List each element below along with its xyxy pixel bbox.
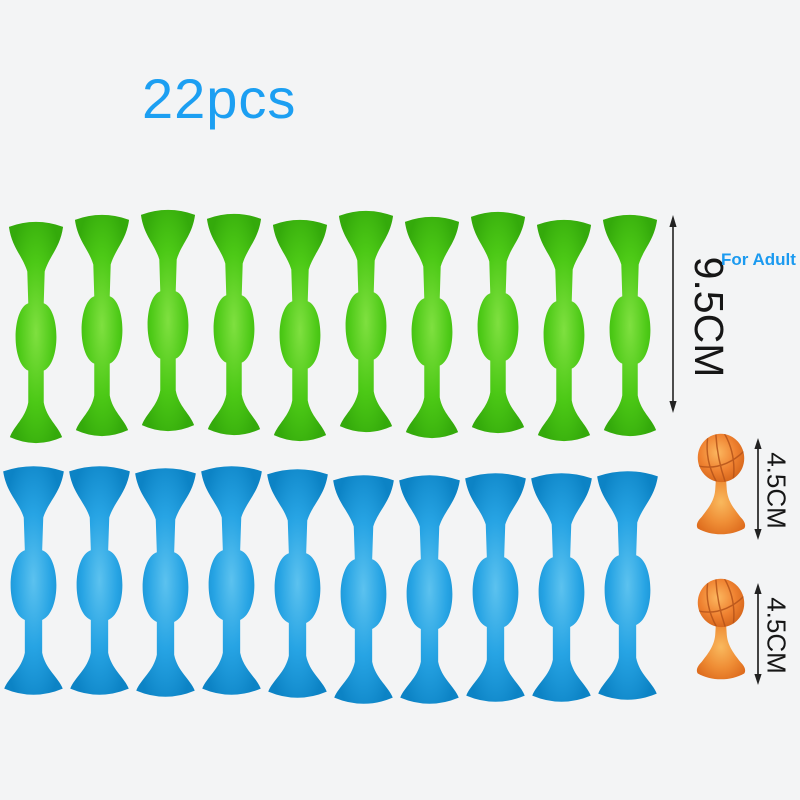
basketball-height-label: 4.5CM xyxy=(761,597,792,674)
blue-suction-dart xyxy=(529,465,594,711)
green-suction-dart xyxy=(337,203,395,441)
basketball-target xyxy=(692,576,750,684)
green-suction-dart xyxy=(139,202,197,440)
blue-suction-dart xyxy=(463,465,528,711)
blue-suction-dart xyxy=(67,458,132,704)
blue-suction-dart xyxy=(595,463,660,709)
green-suction-dart xyxy=(271,212,329,450)
green-suction-dart xyxy=(403,209,461,447)
green-suction-dart xyxy=(469,204,527,442)
blue-suction-dart xyxy=(199,458,264,704)
piece-count-label: 22pcs xyxy=(142,67,297,130)
green-suction-dart xyxy=(7,214,65,452)
height-measure-arrow-icon xyxy=(665,214,681,414)
blue-suction-dart xyxy=(1,458,66,704)
for-adult-label: For Adult xyxy=(721,250,796,269)
basketball-height-label: 4.5CM xyxy=(761,452,792,529)
green-suction-dart xyxy=(535,212,593,450)
green-suction-dart xyxy=(601,207,659,445)
basketball-target xyxy=(692,431,750,539)
green-suction-dart xyxy=(73,207,131,445)
blue-suction-dart xyxy=(133,460,198,706)
blue-suction-dart xyxy=(265,461,330,707)
green-suction-dart xyxy=(205,206,263,444)
blue-suction-dart xyxy=(331,467,396,713)
adult-dart-height-label: 9.5CM xyxy=(686,256,732,378)
blue-suction-dart xyxy=(397,467,462,713)
